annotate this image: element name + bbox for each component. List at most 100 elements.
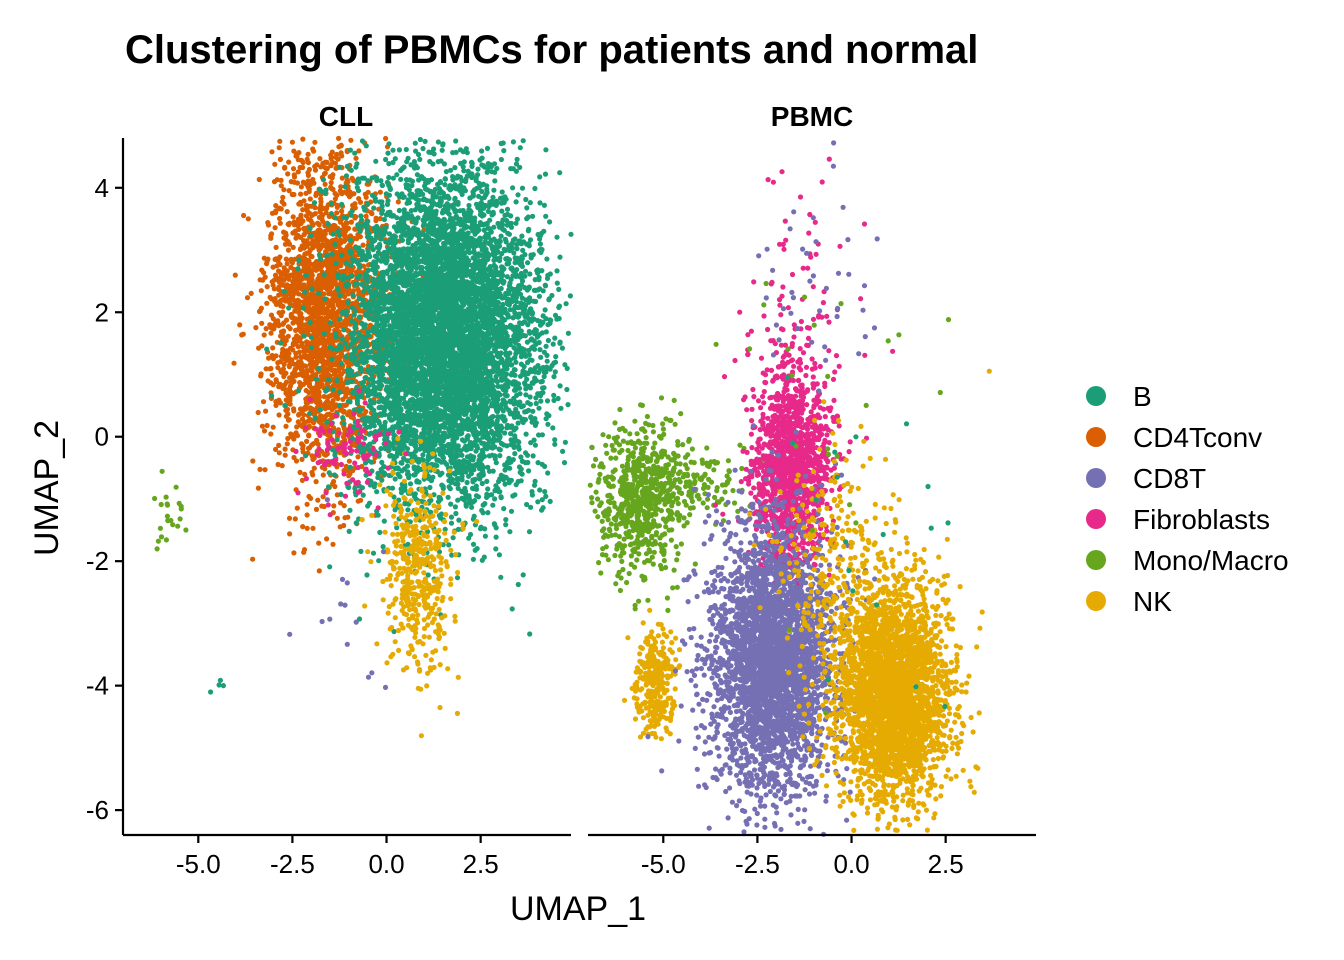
data-point	[363, 409, 369, 415]
data-point	[297, 469, 303, 475]
data-point	[271, 324, 277, 330]
data-point	[274, 177, 280, 183]
data-point	[304, 339, 310, 345]
data-point	[346, 458, 352, 464]
data-point	[308, 334, 314, 340]
data-point	[307, 294, 313, 300]
data-point	[283, 256, 289, 262]
data-point	[319, 279, 325, 285]
data-point	[530, 453, 536, 459]
data-point	[381, 518, 387, 524]
data-point	[264, 284, 270, 290]
data-point	[329, 361, 336, 367]
data-point	[563, 301, 569, 307]
data-point	[273, 377, 279, 383]
data-point	[261, 332, 267, 338]
data-point	[299, 343, 305, 349]
data-point	[294, 505, 300, 511]
data-point	[312, 338, 319, 344]
data-point	[492, 169, 498, 175]
data-point	[321, 235, 327, 241]
data-point	[283, 295, 289, 301]
data-point	[336, 144, 342, 150]
data-point	[328, 211, 334, 217]
data-point	[308, 314, 314, 320]
data-point	[304, 206, 310, 212]
data-point	[256, 176, 262, 183]
data-point	[325, 261, 331, 267]
data-point	[427, 484, 433, 491]
data-point	[291, 174, 298, 180]
data-point	[273, 244, 279, 250]
data-point	[357, 352, 363, 358]
data-point	[285, 247, 292, 253]
data-point	[298, 329, 304, 335]
data-point	[287, 531, 293, 537]
data-point	[270, 382, 276, 388]
data-point	[349, 208, 355, 214]
data-point	[318, 339, 324, 345]
data-point	[328, 184, 334, 190]
data-point	[285, 171, 291, 177]
data-point	[321, 451, 327, 457]
data-point	[498, 156, 504, 163]
data-point	[350, 292, 356, 298]
data-point	[498, 574, 504, 580]
data-point	[361, 344, 367, 350]
data-point	[316, 252, 323, 258]
data-point	[272, 161, 278, 167]
data-point	[306, 258, 312, 264]
data-point	[311, 200, 318, 206]
data-point	[383, 135, 389, 142]
data-point	[280, 194, 286, 200]
data-point	[567, 293, 574, 299]
data-point	[302, 371, 308, 377]
data-point	[372, 198, 379, 204]
data-point	[509, 185, 516, 191]
data-point	[341, 222, 347, 228]
data-point	[287, 362, 293, 368]
data-point	[317, 256, 324, 262]
data-point	[328, 180, 334, 186]
data-point	[257, 466, 263, 472]
data-point	[554, 268, 560, 274]
data-point	[250, 556, 256, 562]
facet-label-pbmc: PBMC	[771, 101, 853, 132]
data-point	[295, 306, 301, 312]
data-point	[329, 149, 335, 155]
data-point	[299, 243, 305, 249]
data-point	[552, 437, 558, 443]
data-point	[336, 354, 342, 360]
data-point	[278, 312, 284, 319]
data-point	[283, 370, 289, 376]
data-point	[308, 376, 314, 382]
data-point	[349, 175, 355, 181]
data-point	[327, 242, 333, 248]
data-point	[265, 220, 271, 226]
data-point	[312, 139, 318, 145]
data-point	[268, 235, 274, 241]
data-point	[303, 387, 309, 394]
data-point	[231, 360, 237, 366]
data-point	[258, 288, 264, 294]
data-point	[316, 540, 322, 546]
data-point	[270, 345, 276, 351]
data-point	[550, 425, 556, 431]
data-point	[341, 409, 347, 415]
data-point	[356, 196, 362, 202]
data-point	[290, 214, 296, 220]
data-point	[346, 194, 353, 200]
data-point	[535, 499, 541, 505]
data-point	[259, 320, 265, 326]
data-point	[309, 406, 315, 412]
data-point	[327, 174, 333, 180]
data-point	[289, 139, 295, 145]
data-point	[296, 364, 302, 370]
data-point	[232, 272, 238, 278]
data-point	[318, 199, 324, 205]
data-point	[517, 145, 523, 151]
data-point	[348, 219, 354, 225]
data-point	[285, 417, 292, 423]
data-point	[282, 446, 288, 452]
data-point	[282, 402, 288, 409]
